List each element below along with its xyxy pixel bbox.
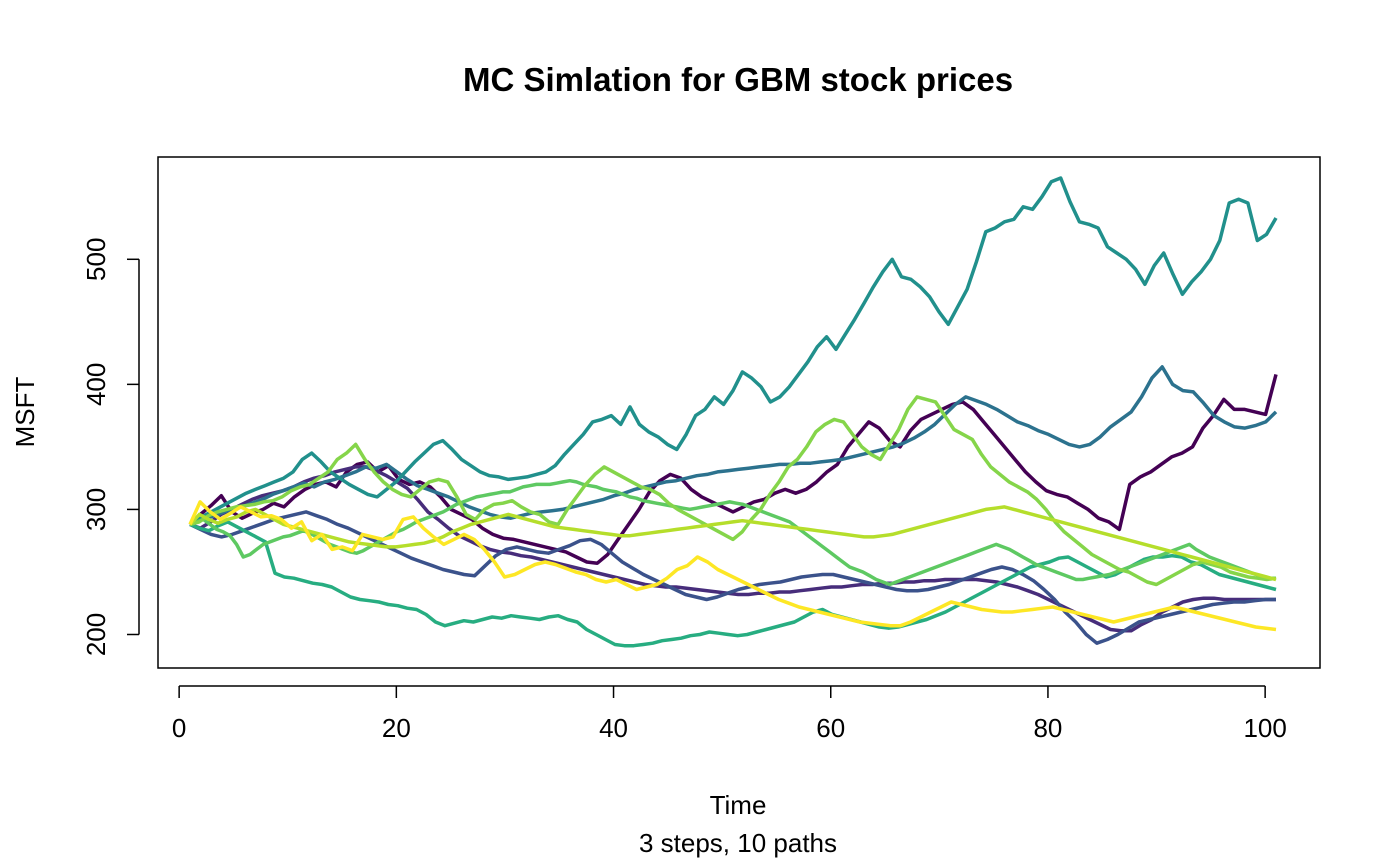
series-line-8 xyxy=(189,395,1277,587)
series-line-7 xyxy=(189,478,1276,587)
series-layer xyxy=(188,176,1278,648)
x-tick-label-0: 0 xyxy=(172,713,186,743)
x-tick-label-20: 20 xyxy=(382,713,411,743)
x-axis-label: Time xyxy=(710,790,767,820)
x-axis-sublabel: 3 steps, 10 paths xyxy=(639,828,837,858)
x-tick-label-60: 60 xyxy=(816,713,845,743)
y-axis: 200 300 400 500 xyxy=(81,238,140,656)
series-line-10 xyxy=(188,500,1277,632)
y-tick-label-200: 200 xyxy=(81,613,111,656)
y-tick-label-400: 400 xyxy=(81,363,111,406)
y-tick-label-300: 300 xyxy=(81,488,111,531)
x-tick-label-40: 40 xyxy=(599,713,628,743)
series-line-6 xyxy=(189,520,1277,648)
chart-title: MC Simlation for GBM stock prices xyxy=(463,61,1013,98)
series-line-9 xyxy=(188,505,1277,582)
x-tick-label-100: 100 xyxy=(1243,713,1286,743)
y-tick-label-500: 500 xyxy=(81,238,111,281)
series-line-5 xyxy=(189,176,1278,526)
y-axis-label: MSFT xyxy=(10,377,40,448)
x-tick-label-80: 80 xyxy=(1033,713,1062,743)
x-axis: 0 20 40 60 80 100 xyxy=(172,685,1287,743)
series-line-3 xyxy=(189,510,1276,645)
plot-frame xyxy=(157,156,1321,669)
